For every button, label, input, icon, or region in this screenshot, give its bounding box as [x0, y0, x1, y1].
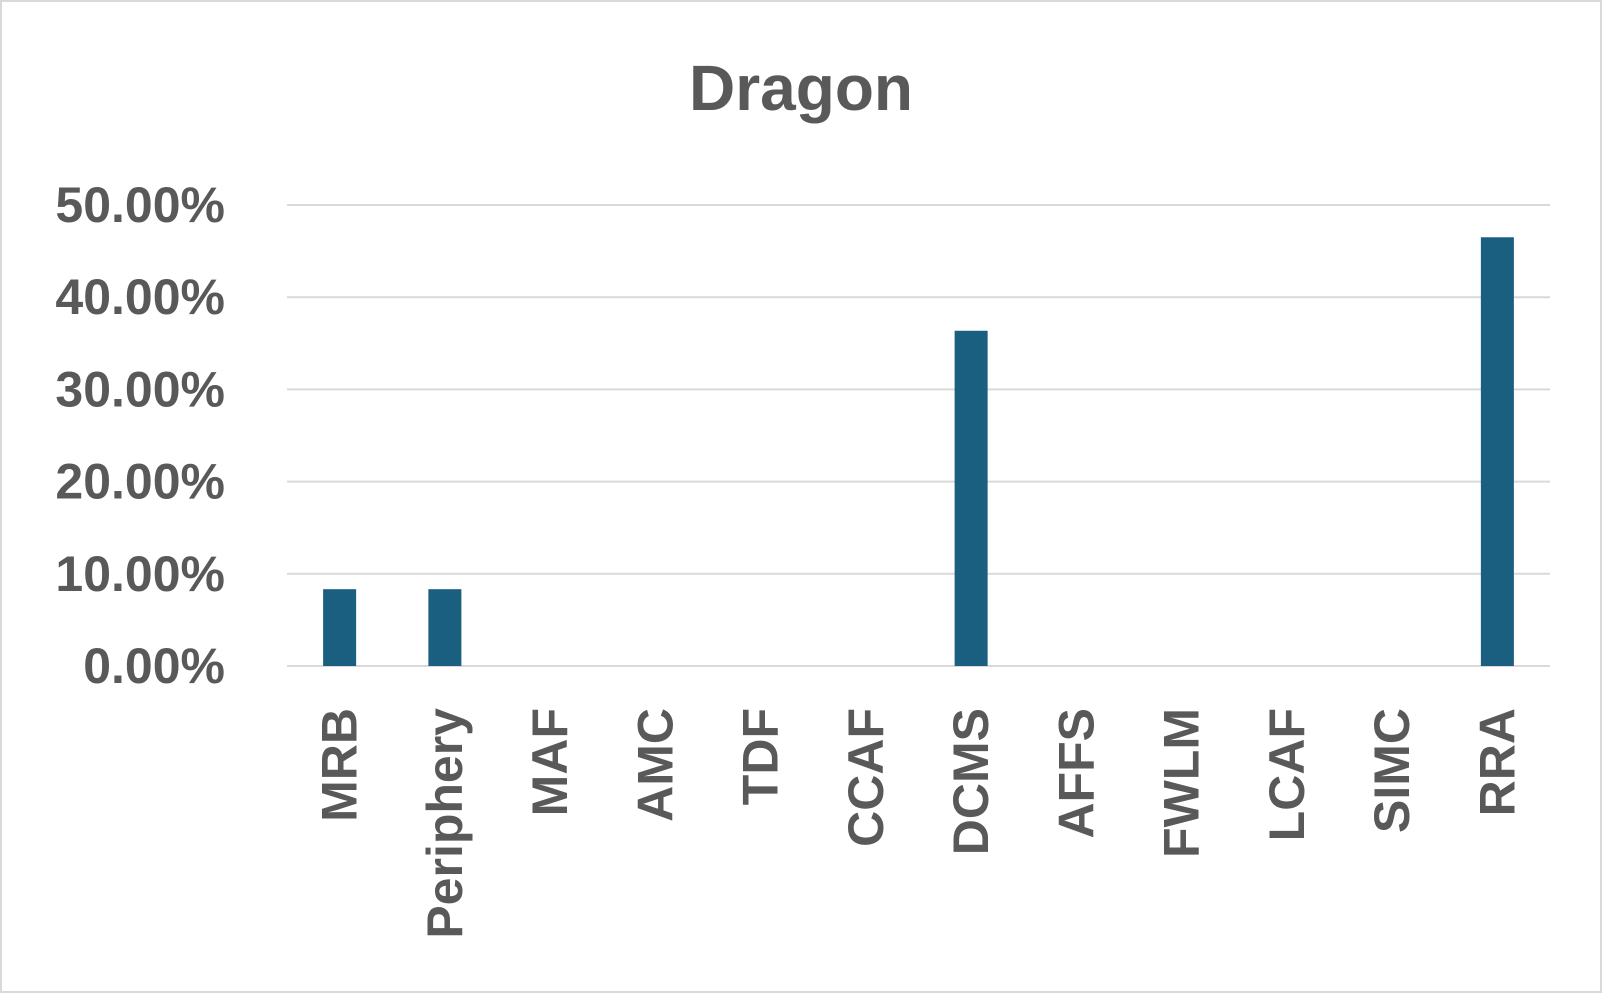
- y-tick-label: 30.00%: [55, 361, 225, 417]
- gridlines: [287, 204, 1550, 667]
- bar-mrb: [323, 589, 357, 666]
- x-tick-label: CCAF: [838, 708, 894, 847]
- bar-rra: [1480, 237, 1514, 666]
- bar-dcms: [954, 330, 988, 666]
- x-tick-label: AMC: [627, 708, 683, 822]
- y-tick-label: 20.00%: [55, 454, 225, 510]
- x-tick-label: AFFS: [1048, 708, 1104, 839]
- x-tick-label: TDF: [733, 708, 789, 805]
- y-tick-label: 0.00%: [83, 638, 225, 694]
- x-tick-label: Periphery: [417, 708, 473, 939]
- bars: [323, 237, 1514, 666]
- y-tick-label: 50.00%: [55, 177, 225, 233]
- x-tick-label: MRB: [312, 708, 368, 822]
- y-tick-label: 40.00%: [55, 269, 225, 325]
- x-tick-label: RRA: [1469, 708, 1525, 816]
- x-tick-label: FWLM: [1154, 708, 1210, 858]
- bar-periphery: [428, 589, 462, 666]
- x-tick-label: LCAF: [1259, 708, 1315, 841]
- y-tick-label: 10.00%: [55, 546, 225, 602]
- y-axis-ticks: 0.00% 10.00% 20.00% 30.00% 40.00% 50.00%: [55, 177, 225, 694]
- x-tick-label: SIMC: [1364, 708, 1420, 833]
- x-tick-label: DCMS: [943, 708, 999, 855]
- x-tick-label: MAF: [522, 708, 578, 816]
- x-axis-ticks: MRB Periphery MAF AMC TDF CCAF DCMS AFFS FWLM LCA…: [312, 708, 1526, 939]
- chart-title: Dragon: [689, 52, 913, 124]
